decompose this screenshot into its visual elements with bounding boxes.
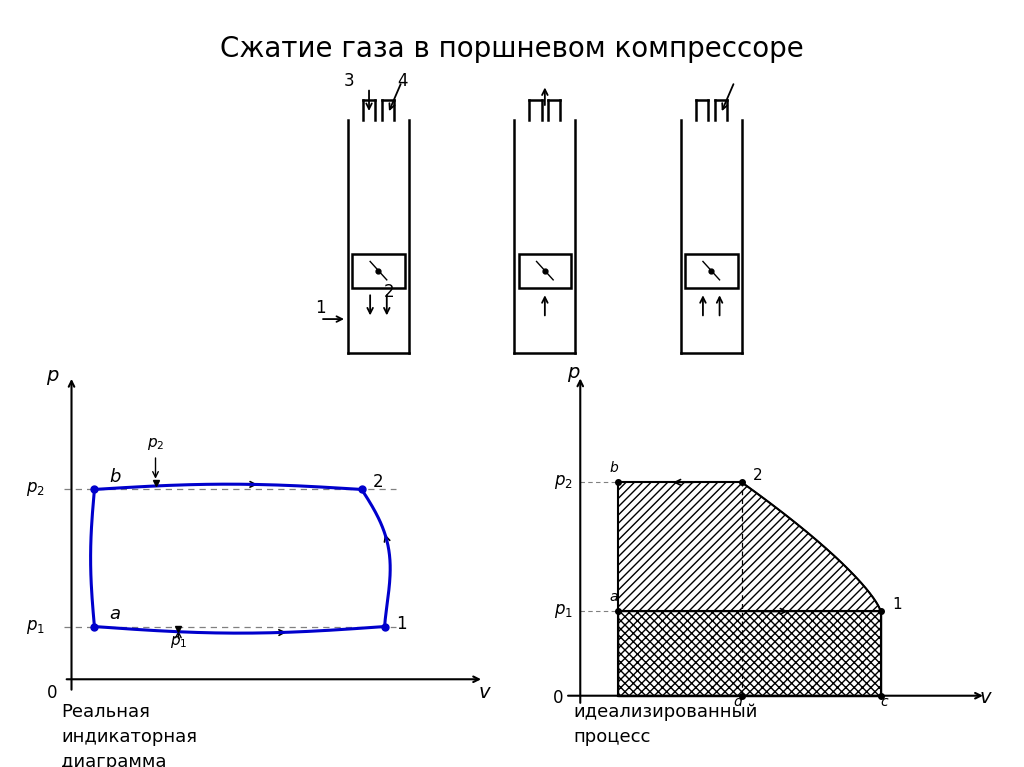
Text: $p_2$: $p_2$ <box>554 473 572 492</box>
Text: $p_2$: $p_2$ <box>146 436 164 453</box>
Text: v: v <box>478 683 489 702</box>
Text: 2: 2 <box>753 468 763 482</box>
Text: p: p <box>46 367 58 385</box>
Text: $p_2$: $p_2$ <box>26 480 45 499</box>
Text: Реальная
индикаторная
диаграмма: Реальная индикаторная диаграмма <box>61 703 198 767</box>
Text: Сжатие газа в поршневом компрессоре: Сжатие газа в поршневом компрессоре <box>220 35 804 63</box>
Text: a: a <box>610 591 618 604</box>
Text: идеализированный
процесс: идеализированный процесс <box>573 703 758 746</box>
Text: a: a <box>110 604 121 623</box>
Text: 2: 2 <box>384 283 394 301</box>
Text: $p_1$: $p_1$ <box>170 634 187 650</box>
Text: 0: 0 <box>47 683 57 702</box>
Text: b: b <box>609 462 618 476</box>
Text: b: b <box>110 468 121 486</box>
Text: c: c <box>881 695 888 709</box>
Bar <box>518 254 571 288</box>
Text: 1: 1 <box>892 597 901 612</box>
Text: 3: 3 <box>344 72 354 90</box>
Text: $p_1$: $p_1$ <box>26 617 45 636</box>
Polygon shape <box>617 611 881 696</box>
Bar <box>685 254 737 288</box>
Text: $p_1$: $p_1$ <box>554 602 572 621</box>
Text: p: p <box>566 363 579 382</box>
Text: v: v <box>980 688 991 707</box>
Text: 4: 4 <box>397 72 408 90</box>
Text: d: d <box>733 695 742 709</box>
Bar <box>352 254 404 288</box>
Text: 2: 2 <box>373 472 384 491</box>
Text: 0: 0 <box>553 690 563 707</box>
Text: 1: 1 <box>314 299 326 317</box>
Text: 1: 1 <box>396 615 407 634</box>
Polygon shape <box>617 482 881 611</box>
